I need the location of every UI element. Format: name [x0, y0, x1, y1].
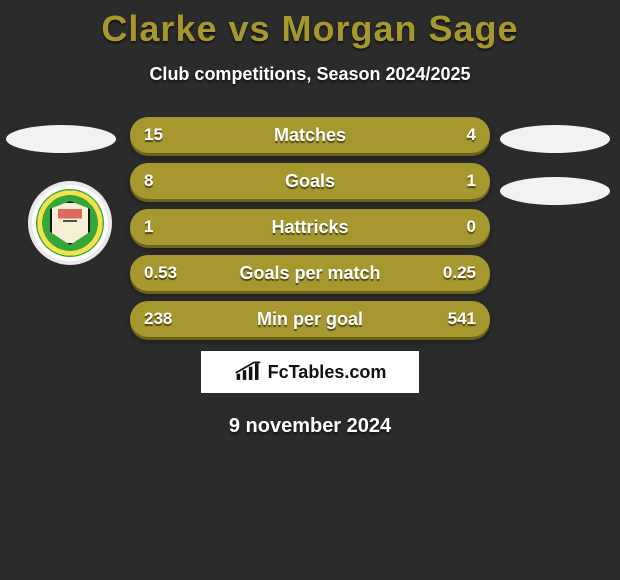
right-team-placeholder-1 [500, 125, 610, 153]
stat-value-right: 0.25 [443, 263, 476, 283]
stat-label: Hattricks [271, 217, 348, 238]
stat-bars: 15 Matches 4 8 Goals 1 1 Hattricks 0 0.53 Goals pe… [130, 117, 490, 337]
right-team-placeholder-2 [500, 177, 610, 205]
left-team-placeholder [6, 125, 116, 153]
stat-bar: 15 Matches 4 [130, 117, 490, 153]
stat-value-right: 541 [448, 309, 476, 329]
stat-label: Goals [285, 171, 335, 192]
stat-value-right: 4 [467, 125, 476, 145]
stat-value-left: 0.53 [144, 263, 177, 283]
stat-value-left: 238 [144, 309, 172, 329]
stat-bar: 238 Min per goal 541 [130, 301, 490, 337]
date-text: 9 november 2024 [0, 415, 620, 438]
stat-label: Goals per match [239, 263, 380, 284]
brand-text: FcTables.com [268, 362, 387, 383]
stat-bar: 1 Hattricks 0 [130, 209, 490, 245]
left-team-badge [28, 181, 112, 265]
stat-value-right: 0 [467, 217, 476, 237]
stat-bar: 8 Goals 1 [130, 163, 490, 199]
stat-value-left: 8 [144, 171, 153, 191]
stat-bar: 0.53 Goals per match 0.25 [130, 255, 490, 291]
chart-icon [234, 361, 262, 383]
stat-value-left: 1 [144, 217, 153, 237]
brand-box: FcTables.com [201, 351, 419, 393]
stat-value-right: 1 [467, 171, 476, 191]
page-title: Clarke vs Morgan Sage [0, 0, 620, 50]
subtitle: Club competitions, Season 2024/2025 [0, 64, 620, 85]
stat-label: Min per goal [257, 309, 363, 330]
stat-value-left: 15 [144, 125, 163, 145]
stat-label: Matches [274, 125, 346, 146]
comparison-stage: 15 Matches 4 8 Goals 1 1 Hattricks 0 0.53 Goals pe… [0, 117, 620, 438]
